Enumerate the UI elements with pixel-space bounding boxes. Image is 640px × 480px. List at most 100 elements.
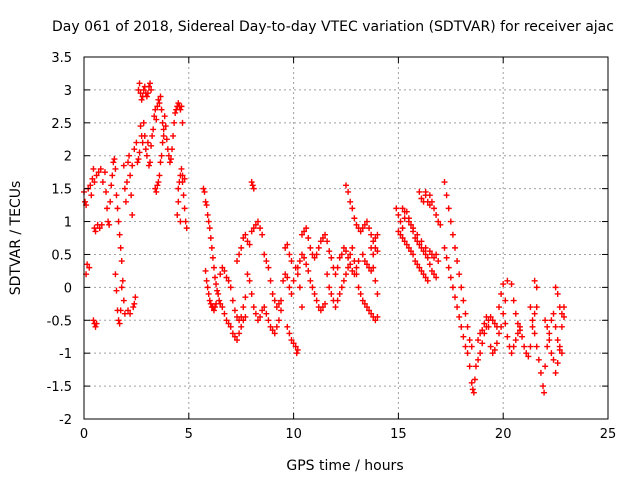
data-point-marker [500, 281, 507, 288]
data-point-marker [441, 244, 448, 251]
data-point-marker [181, 205, 188, 212]
data-point-marker [535, 356, 542, 363]
data-point-marker [298, 251, 305, 258]
data-point-marker [91, 179, 98, 186]
data-point-marker [554, 360, 561, 367]
data-point-marker [431, 254, 438, 261]
data-point-marker [468, 379, 475, 386]
data-point-marker [326, 248, 333, 255]
data-point-marker [347, 198, 354, 205]
data-point-marker [254, 218, 261, 225]
data-point-marker [202, 267, 209, 274]
data-point-marker [428, 198, 435, 205]
data-point-marker [140, 119, 147, 126]
data-point-marker [175, 198, 182, 205]
data-point-marker [556, 346, 563, 353]
data-point-marker [498, 323, 505, 330]
data-point-marker [286, 284, 293, 291]
data-point-marker [109, 172, 116, 179]
data-point-marker [223, 274, 230, 281]
data-point-marker [322, 231, 329, 238]
data-point-marker [422, 274, 429, 281]
data-point-marker [250, 225, 257, 232]
data-point-marker [340, 244, 347, 251]
data-point-marker [347, 261, 354, 268]
data-point-marker [110, 159, 117, 166]
data-point-marker [523, 350, 530, 357]
data-point-marker [231, 333, 238, 340]
data-point-marker [116, 231, 123, 238]
data-points [81, 80, 567, 396]
data-point-marker [210, 264, 217, 271]
data-point-marker [229, 330, 236, 337]
data-point-marker [550, 310, 557, 317]
data-point-marker [471, 376, 478, 383]
data-point-marker [351, 258, 358, 265]
data-point-marker [147, 80, 154, 87]
data-point-marker [370, 238, 377, 245]
data-point-marker [334, 297, 341, 304]
data-point-marker [468, 343, 475, 350]
data-point-marker [254, 317, 261, 324]
data-point-marker [407, 248, 414, 255]
data-point-marker [529, 317, 536, 324]
data-point-marker [303, 261, 310, 268]
data-point-marker [422, 188, 429, 195]
data-point-marker [359, 297, 366, 304]
data-point-marker [108, 182, 115, 189]
data-point-marker [179, 179, 186, 186]
data-point-marker [205, 290, 212, 297]
data-point-marker [307, 244, 314, 251]
data-point-marker [113, 287, 120, 294]
data-point-marker [145, 83, 152, 90]
data-point-marker [252, 221, 259, 228]
data-point-marker [229, 297, 236, 304]
data-point-marker [137, 123, 144, 130]
data-point-marker [435, 218, 442, 225]
data-point-marker [466, 337, 473, 344]
data-point-marker [101, 169, 108, 176]
data-point-marker [292, 343, 299, 350]
data-point-marker [278, 297, 285, 304]
data-point-marker [343, 248, 349, 255]
data-point-marker [231, 307, 238, 314]
data-point-marker [324, 238, 331, 245]
y-tick-label: 2 [64, 150, 72, 165]
data-point-marker [424, 254, 431, 261]
data-point-marker [140, 86, 147, 93]
data-point-marker [319, 235, 326, 241]
data-point-marker [445, 264, 452, 271]
y-axis-ticks: -2 -1.5 -1 -0.5 0 0.5 1 1.5 2 2.5 3 3.5 [47, 51, 608, 428]
data-point-marker [412, 258, 419, 265]
data-point-marker [531, 277, 538, 284]
data-point-marker [267, 277, 274, 284]
data-point-marker [152, 106, 159, 113]
data-point-marker [433, 251, 440, 258]
data-point-marker [550, 356, 557, 363]
data-point-marker [426, 202, 433, 209]
data-point-marker [469, 386, 476, 393]
data-point-marker [217, 271, 224, 278]
data-point-marker [512, 337, 519, 344]
data-point-marker [374, 231, 381, 238]
data-point-marker [205, 218, 212, 225]
data-point-marker [466, 363, 473, 370]
data-point-marker [88, 192, 95, 199]
data-point-marker [134, 159, 141, 166]
data-point-marker [206, 225, 213, 232]
data-point-marker [433, 211, 440, 218]
data-point-marker [508, 350, 515, 357]
data-point-marker [151, 113, 158, 120]
data-point-marker [215, 290, 222, 297]
data-point-marker [546, 330, 553, 337]
data-point-marker [98, 221, 105, 228]
data-point-marker [84, 261, 91, 268]
data-point-marker [397, 231, 404, 238]
data-point-marker [418, 238, 425, 245]
data-point-marker [462, 343, 469, 350]
data-point-marker [145, 162, 152, 169]
data-point-marker [470, 389, 477, 396]
x-axis-ticks: 0 5 10 15 20 25 [80, 57, 616, 442]
data-point-marker [234, 258, 241, 265]
